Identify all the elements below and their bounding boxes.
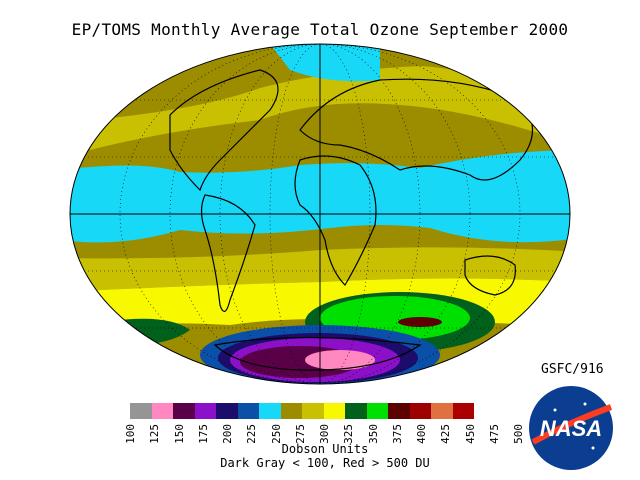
colorbar-tick-label: 450: [463, 424, 477, 444]
colorbar-swatch: [130, 403, 152, 419]
colorbar-swatch: [280, 403, 302, 419]
map-title: EP/TOMS Monthly Average Total Ozone Sept…: [71, 20, 569, 39]
nasa-wordmark: NASA: [540, 416, 602, 441]
colorbar-tick-label: 400: [415, 424, 428, 444]
colorbar-swatch: [431, 403, 453, 419]
colorbar-tick-label: 325: [342, 424, 356, 444]
colorbar-tick-label: 225: [245, 424, 259, 444]
colorbar-tick-label: 475: [487, 424, 501, 444]
colorbar-swatch: [409, 403, 431, 419]
colorbar-tick-label: 275: [293, 424, 307, 444]
ozone-map: [69, 43, 571, 385]
colorbar-swatch: [216, 403, 238, 419]
colorbar-swatch: [345, 403, 367, 419]
colorbar-caption: Dobson Units Dark Gray < 100, Red > 500 …: [130, 442, 520, 470]
colorbar-tick-label: 250: [269, 424, 283, 444]
colorbar-tick-label: 125: [148, 424, 162, 444]
colorbar-tick-label: 425: [439, 424, 453, 444]
units-label: Dobson Units: [281, 442, 369, 456]
colorbar: [130, 403, 474, 419]
colorbar-swatch: [388, 403, 410, 419]
equator-meridian: [70, 44, 570, 384]
colorbar-swatch: [259, 403, 281, 419]
colorbar-swatch: [323, 403, 345, 419]
colorbar-swatch: [237, 403, 259, 419]
colorbar-swatch: [151, 403, 173, 419]
colorbar-tick-label: 150: [172, 424, 186, 444]
colorbar-swatch: [366, 403, 388, 419]
colorbar-tick-label: 500: [512, 424, 525, 444]
colorbar-tick-label: 375: [390, 424, 404, 444]
colorbar-tick-label: 200: [221, 424, 234, 444]
coastlines: [169, 69, 533, 371]
colorbar-swatch: [302, 403, 324, 419]
colorbar-tick-label: 300: [318, 424, 331, 444]
colorbar-swatch: [452, 403, 474, 419]
nasa-logo: NASA: [529, 386, 613, 470]
colorbar-tick-label: 100: [124, 424, 137, 444]
map-border: [69, 43, 571, 385]
range-note: Dark Gray < 100, Red > 500 DU: [220, 456, 430, 470]
source-label: GSFC/916: [541, 362, 604, 377]
colorbar-tick-label: 175: [196, 424, 210, 444]
colorbar-tick-label: 350: [366, 424, 380, 444]
colorbar-swatch: [173, 403, 195, 419]
colorbar-swatch: [194, 403, 216, 419]
